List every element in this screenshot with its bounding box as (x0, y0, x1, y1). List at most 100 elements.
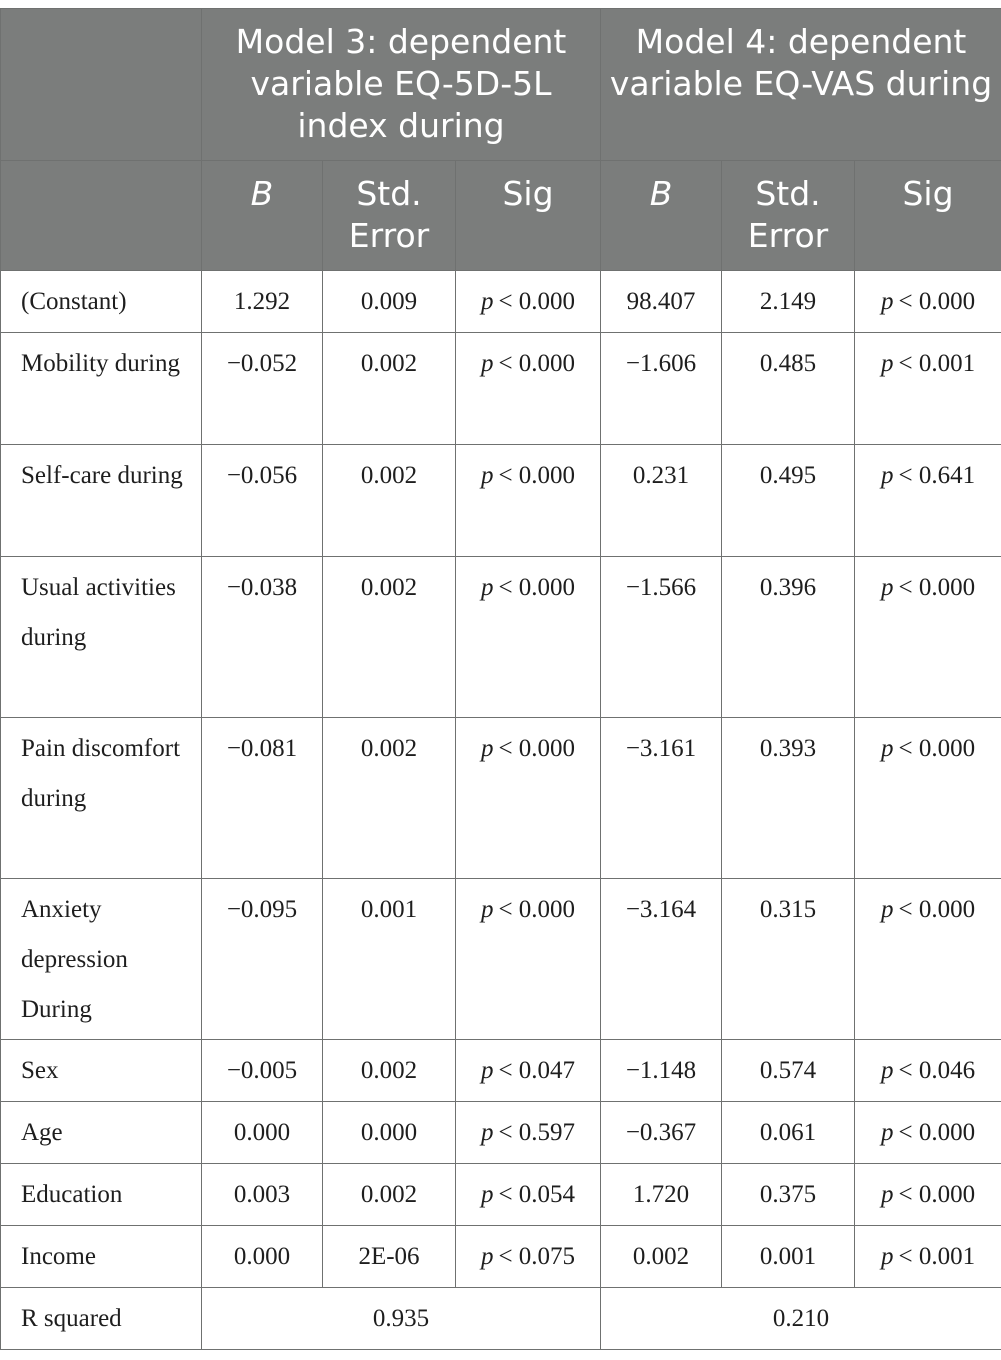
m3-se-cell: 0.002 (322, 556, 456, 718)
m3-b-cell: −0.038 (201, 556, 323, 718)
p-symbol: p (480, 574, 494, 601)
m3-b-header: B (201, 160, 323, 271)
p-symbol: p (880, 1181, 894, 1208)
m3-se-cell: 0.002 (322, 1163, 456, 1226)
m3-se-cell: 0.000 (322, 1101, 456, 1164)
table-row: Income 0.000 2E-06 p < 0.075 0.002 0.001 p < 0… (0, 1225, 1001, 1288)
m4-b-cell: 0.002 (600, 1225, 723, 1288)
m4-sig-cell: p < 0.000 (854, 270, 1001, 333)
table-body: (Constant) 1.292 0.009 p < 0.000 98.407 2.149… (0, 270, 1001, 1288)
table-row: Self-care during −0.056 0.002 p < 0.000 0.23… (0, 444, 1001, 557)
m3-sig-cell: p < 0.597 (454, 1101, 602, 1164)
m4-se-cell: 0.061 (721, 1101, 856, 1164)
m4-se-cell: 0.396 (721, 556, 856, 718)
m3-se-cell: 0.002 (322, 332, 456, 445)
row-label: Income (0, 1225, 202, 1288)
sig-value: < 0.000 (498, 350, 576, 377)
m3-se-header: Std. Error (322, 160, 456, 271)
sig-value: < 0.000 (498, 462, 576, 489)
rsquared-model3: 0.935 (200, 1287, 602, 1350)
table-row: Mobility during −0.052 0.002 p < 0.000 −1.60… (0, 332, 1001, 445)
m4-se-cell: 0.485 (721, 332, 856, 445)
m4-sig-cell: p < 0.046 (854, 1039, 1001, 1102)
m3-se-cell: 0.001 (322, 878, 456, 1040)
sig-value: < 0.001 (898, 350, 976, 377)
p-symbol: p (880, 462, 894, 489)
sig-value: < 0.046 (898, 1057, 976, 1084)
rsquared-label: R squared (0, 1287, 202, 1350)
m3-se-cell: 2E-06 (322, 1225, 456, 1288)
p-symbol: p (880, 1243, 894, 1270)
m3-b-cell: −0.052 (201, 332, 323, 445)
m3-b-cell: 0.003 (201, 1163, 323, 1226)
m4-sig-header: Sig (854, 160, 1001, 271)
m4-sig-cell: p < 0.000 (854, 1101, 1001, 1164)
m3-b-cell: 0.000 (201, 1101, 323, 1164)
sig-value: < 0.000 (898, 288, 976, 315)
p-symbol: p (880, 1057, 894, 1084)
row-label: Mobility during (0, 332, 202, 445)
m4-sig-cell: p < 0.641 (854, 444, 1001, 557)
table-row: Sex −0.005 0.002 p < 0.047 −1.148 0.574 p < 0.… (0, 1039, 1001, 1102)
table-row: (Constant) 1.292 0.009 p < 0.000 98.407 2.149… (0, 270, 1001, 333)
table-row: Anxiety depression During −0.095 0.001 p < … (0, 878, 1001, 1040)
m4-se-cell: 0.393 (721, 717, 856, 879)
model3-header: Model 3: dependent variable EQ-5D-5L ind… (200, 8, 602, 161)
m4-se-cell: 0.315 (721, 878, 856, 1040)
row-label: Sex (0, 1039, 202, 1102)
p-symbol: p (880, 350, 894, 377)
m3-b-cell: 1.292 (201, 270, 323, 333)
p-symbol: p (480, 896, 494, 923)
row-label: Pain discomfort during (0, 717, 202, 879)
sig-value: < 0.641 (898, 462, 976, 489)
row-label: Age (0, 1101, 202, 1164)
table-row: Usual activities during −0.038 0.002 p < 0.… (0, 556, 1001, 718)
m3-sig-cell: p < 0.000 (454, 878, 602, 1040)
p-symbol: p (480, 735, 494, 762)
p-symbol: p (880, 1119, 894, 1146)
table-row: Age 0.000 0.000 p < 0.597 −0.367 0.061 p < 0.0… (0, 1101, 1001, 1164)
m3-b-cell: −0.056 (201, 444, 323, 557)
p-symbol: p (880, 288, 894, 315)
row-label: Anxiety depression During (0, 878, 202, 1040)
sig-value: < 0.000 (898, 1181, 976, 1208)
m4-se-cell: 0.495 (721, 444, 856, 557)
rsquared-model4: 0.210 (600, 1287, 1001, 1350)
table-row: Education 0.003 0.002 p < 0.054 1.720 0.375 p … (0, 1163, 1001, 1226)
m4-se-cell: 2.149 (721, 270, 856, 333)
m4-b-cell: 1.720 (600, 1163, 723, 1226)
p-symbol: p (880, 574, 894, 601)
m4-sig-cell: p < 0.000 (854, 717, 1001, 879)
m3-se-cell: 0.002 (322, 444, 456, 557)
m4-b-cell: 98.407 (600, 270, 723, 333)
m3-sig-cell: p < 0.054 (454, 1163, 602, 1226)
m4-b-cell: −0.367 (600, 1101, 723, 1164)
row-label: Education (0, 1163, 202, 1226)
m3-sig-cell: p < 0.000 (454, 556, 602, 718)
row-label: (Constant) (0, 270, 202, 333)
m4-b-cell: 0.231 (600, 444, 723, 557)
corner-cell (0, 8, 202, 161)
sig-value: < 0.075 (498, 1243, 576, 1270)
sig-value: < 0.047 (498, 1057, 576, 1084)
m3-se-cell: 0.002 (322, 1039, 456, 1102)
m3-b-cell: −0.005 (201, 1039, 323, 1102)
m4-se-cell: 0.574 (721, 1039, 856, 1102)
sig-value: < 0.000 (498, 896, 576, 923)
m3-sig-cell: p < 0.075 (454, 1225, 602, 1288)
p-symbol: p (480, 462, 494, 489)
m4-sig-cell: p < 0.001 (854, 332, 1001, 445)
regression-table: Model 3: dependent variable EQ-5D-5L ind… (0, 8, 1001, 1350)
m3-sig-header: Sig (454, 160, 602, 271)
row-label: Self-care during (0, 444, 202, 557)
m4-se-header: Std. Error (721, 160, 856, 271)
m4-b-cell: −3.164 (600, 878, 723, 1040)
sig-value: < 0.000 (498, 574, 576, 601)
sig-value: < 0.001 (898, 1243, 976, 1270)
p-symbol: p (880, 896, 894, 923)
sig-value: < 0.000 (898, 1119, 976, 1146)
p-symbol: p (480, 1243, 494, 1270)
m4-sig-cell: p < 0.000 (854, 878, 1001, 1040)
m4-se-cell: 0.375 (721, 1163, 856, 1226)
m4-sig-cell: p < 0.000 (854, 1163, 1001, 1226)
